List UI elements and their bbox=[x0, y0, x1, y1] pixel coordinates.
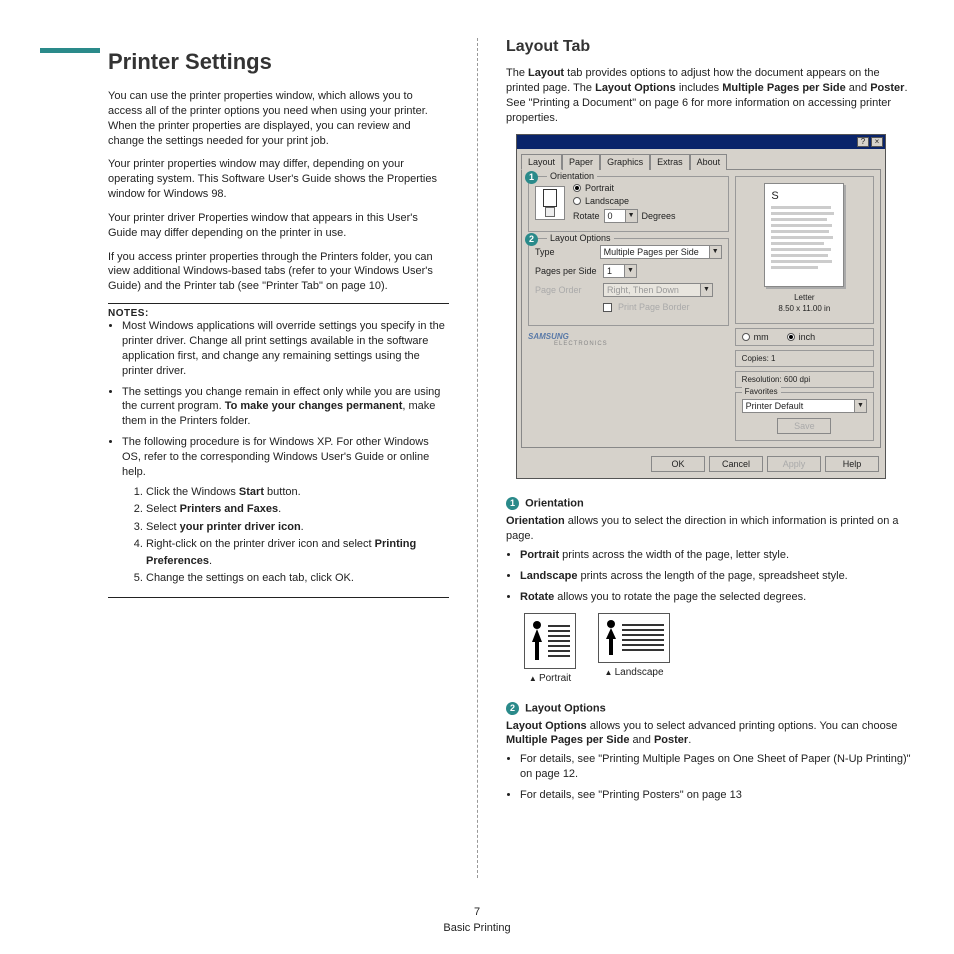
preview-page-icon: S bbox=[764, 183, 844, 287]
tab-graphics[interactable]: Graphics bbox=[600, 154, 650, 170]
page-order-combo: Right, Then Down▼ bbox=[603, 283, 713, 297]
dialog-right-panel: S Letter 8.50 x 11.00 in mm bbox=[735, 176, 874, 441]
orientation-group: 1 Orientation Portrait Landscape bbox=[528, 176, 729, 232]
list-item: Select your printer driver icon. bbox=[146, 519, 449, 536]
resolution-info: Resolution: 600 dpi bbox=[735, 371, 874, 388]
left-column: Printer Settings You can use the printer… bbox=[40, 38, 477, 878]
group-label: Orientation bbox=[547, 171, 597, 181]
landscape-thumb: Landscape bbox=[598, 613, 670, 684]
accent-bar bbox=[40, 48, 100, 53]
list-item: Right-click on the printer driver icon a… bbox=[146, 536, 449, 569]
notes-label: NOTES: bbox=[108, 308, 449, 319]
dialog-footer: OK Cancel Apply Help bbox=[517, 452, 885, 478]
portrait-caption: Portrait bbox=[524, 673, 576, 684]
divider bbox=[108, 597, 449, 598]
inch-radio[interactable]: inch bbox=[787, 332, 816, 342]
orientation-thumbnails: Portrait Landscape bbox=[524, 613, 914, 684]
ok-button[interactable]: OK bbox=[651, 456, 705, 472]
dialog-titlebar: ? × bbox=[517, 135, 885, 149]
list-item: The following procedure is for Windows X… bbox=[122, 435, 449, 587]
border-label: Print Page Border bbox=[618, 302, 690, 312]
printer-settings-heading: Printer Settings bbox=[108, 49, 449, 75]
favorites-combo[interactable]: Printer Default▼ bbox=[742, 399, 867, 413]
page-footer: 7 Basic Printing bbox=[0, 905, 954, 936]
callout-badge-1-icon: 1 bbox=[506, 497, 519, 510]
apply-button: Apply bbox=[767, 456, 821, 472]
orientation-thumb-icon bbox=[535, 186, 565, 220]
paragraph: Orientation allows you to select the dir… bbox=[506, 514, 914, 544]
divider bbox=[108, 303, 449, 304]
help-icon[interactable]: ? bbox=[857, 137, 869, 147]
list-item: Most Windows applications will override … bbox=[122, 319, 449, 378]
dialog-left-panel: 1 Orientation Portrait Landscape bbox=[528, 176, 729, 441]
printer-properties-dialog: ? × Layout Paper Graphics Extras About 1… bbox=[516, 134, 886, 479]
paragraph: Layout Options allows you to select adva… bbox=[506, 719, 914, 749]
tab-layout[interactable]: Layout bbox=[521, 154, 562, 170]
paragraph: You can use the printer properties windo… bbox=[108, 89, 449, 148]
paragraph: Your printer properties window may diffe… bbox=[108, 157, 449, 202]
mm-radio[interactable]: mm bbox=[742, 332, 769, 342]
notes-list: Most Windows applications will override … bbox=[108, 319, 449, 586]
dialog-tabs: Layout Paper Graphics Extras About bbox=[517, 149, 885, 169]
person-icon bbox=[530, 620, 544, 662]
list-item: Click the Windows Start button. bbox=[146, 484, 449, 501]
favorites-label: Favorites bbox=[742, 387, 781, 396]
layout-tab-heading: Layout Tab bbox=[506, 38, 914, 56]
favorites-group: Favorites Printer Default▼ Save bbox=[735, 392, 874, 441]
preview-meta: Letter 8.50 x 11.00 in bbox=[778, 293, 830, 314]
page-preview: S Letter 8.50 x 11.00 in bbox=[735, 176, 874, 324]
right-column: Layout Tab The Layout tab provides optio… bbox=[477, 38, 914, 878]
list-item: For details, see "Printing Posters" on p… bbox=[520, 788, 914, 803]
units-row: mm inch bbox=[735, 328, 874, 346]
cancel-button[interactable]: Cancel bbox=[709, 456, 763, 472]
page-order-label: Page Order bbox=[535, 285, 597, 295]
save-favorite-button: Save bbox=[777, 418, 831, 434]
page-number: 7 bbox=[0, 905, 954, 920]
list-item: Landscape prints across the length of th… bbox=[520, 569, 914, 584]
section-name: Basic Printing bbox=[0, 921, 954, 936]
paragraph: If you access printer properties through… bbox=[108, 250, 449, 295]
samsung-logo: SAMSUNG ELECTRONICS bbox=[528, 332, 729, 347]
help-button[interactable]: Help bbox=[825, 456, 879, 472]
rotate-combo[interactable]: 0▼ bbox=[604, 209, 638, 223]
copies-info: Copies: 1 bbox=[735, 350, 874, 367]
pps-label: Pages per Side bbox=[535, 266, 597, 276]
dialog-body: 1 Orientation Portrait Landscape bbox=[521, 169, 881, 448]
close-icon[interactable]: × bbox=[871, 137, 883, 147]
type-combo[interactable]: Multiple Pages per Side▼ bbox=[600, 245, 722, 259]
person-icon bbox=[604, 619, 618, 657]
paragraph: The Layout tab provides options to adjus… bbox=[506, 66, 914, 125]
orientation-callout-heading: 1 Orientation bbox=[506, 497, 914, 510]
steps-list: Click the Windows Start button. Select P… bbox=[122, 484, 449, 587]
portrait-thumb: Portrait bbox=[524, 613, 576, 684]
rotate-label: Rotate bbox=[573, 211, 600, 221]
tab-about[interactable]: About bbox=[690, 154, 728, 170]
degrees-label: Degrees bbox=[642, 211, 676, 221]
list-item: The settings you change remain in effect… bbox=[122, 385, 449, 430]
landscape-caption: Landscape bbox=[598, 667, 670, 678]
pps-combo[interactable]: 1▼ bbox=[603, 264, 637, 278]
layout-options-callout-heading: 2 Layout Options bbox=[506, 702, 914, 715]
layout-options-bullets: For details, see "Printing Multiple Page… bbox=[506, 752, 914, 803]
landscape-radio[interactable]: Landscape bbox=[573, 196, 676, 206]
layout-options-group: 2 Layout Options Type Multiple Pages per… bbox=[528, 238, 729, 326]
list-item: Change the settings on each tab, click O… bbox=[146, 570, 449, 587]
orientation-bullets: Portrait prints across the width of the … bbox=[506, 548, 914, 605]
portrait-radio[interactable]: Portrait bbox=[573, 183, 676, 193]
type-label: Type bbox=[535, 247, 594, 257]
list-item: For details, see "Printing Multiple Page… bbox=[520, 752, 914, 782]
group-label: Layout Options bbox=[547, 233, 614, 243]
border-checkbox bbox=[603, 303, 612, 312]
list-item: Portrait prints across the width of the … bbox=[520, 548, 914, 563]
tab-paper[interactable]: Paper bbox=[562, 154, 600, 170]
list-item: Select Printers and Faxes. bbox=[146, 501, 449, 518]
two-column-layout: Printer Settings You can use the printer… bbox=[40, 38, 914, 878]
callout-badge-2-icon: 2 bbox=[506, 702, 519, 715]
paragraph: Your printer driver Properties window th… bbox=[108, 211, 449, 241]
tab-extras[interactable]: Extras bbox=[650, 154, 690, 170]
list-item: Rotate allows you to rotate the page the… bbox=[520, 590, 914, 605]
